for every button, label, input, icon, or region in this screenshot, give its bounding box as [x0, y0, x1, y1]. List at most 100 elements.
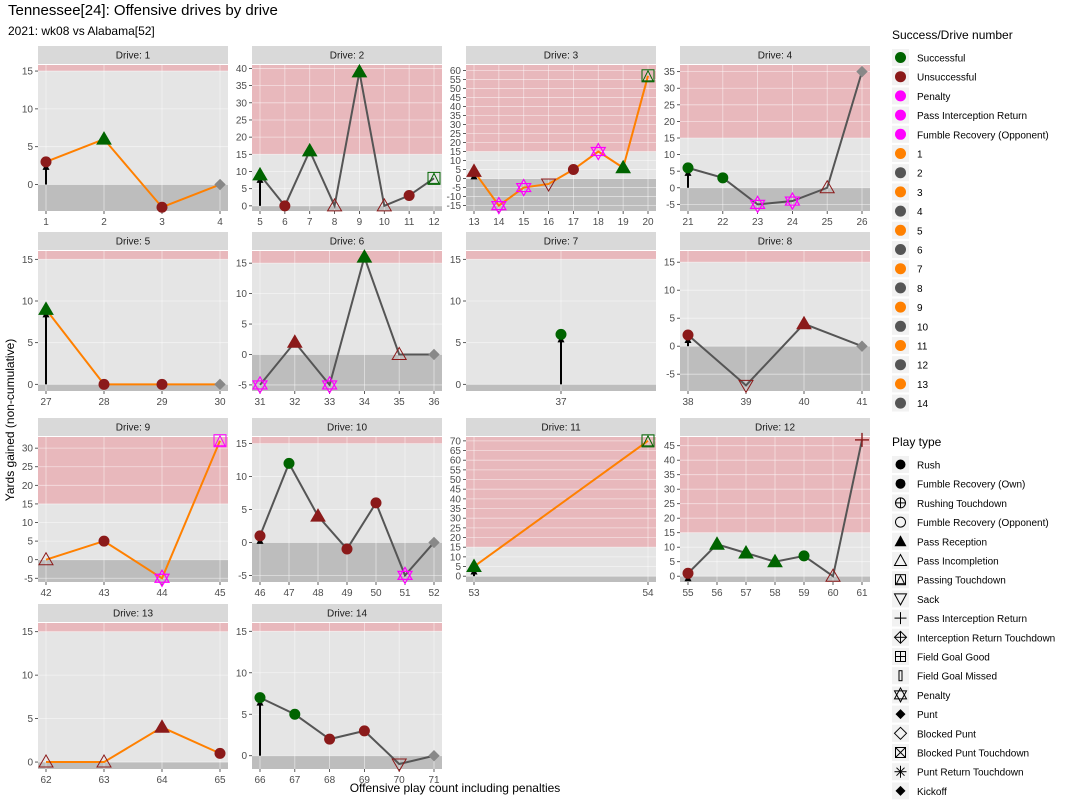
y-tick-label: -5: [24, 574, 33, 585]
data-point: [641, 69, 655, 83]
panel-background: [252, 623, 442, 769]
y-tick-label: 5: [27, 714, 33, 725]
x-tick-label: 36: [428, 397, 440, 408]
legend-key-bg: [892, 590, 909, 608]
data-point: [96, 754, 112, 768]
legend-label: Pass Incompletion: [917, 557, 999, 568]
legend-label: Punt: [917, 710, 938, 721]
y-tick-label: 25: [22, 462, 34, 473]
x-tick-label: 64: [156, 775, 168, 786]
chart-title: Tennessee[24]: Offensive drives by drive: [8, 2, 278, 19]
x-tick-label: 24: [787, 217, 799, 228]
drive-series-line: [687, 322, 863, 387]
y-tick-label: 35: [664, 470, 676, 481]
y-tick-label: 20: [450, 533, 462, 544]
x-tick-label: 69: [359, 775, 371, 786]
data-point: [738, 379, 754, 394]
panel-strip: [252, 46, 442, 64]
panel-strip-label: Drive: 6: [330, 237, 365, 248]
legend-key: [893, 630, 908, 645]
x-tick-label: 48: [312, 588, 324, 599]
y-tick-label: 0: [669, 342, 675, 353]
drive-series-line: [45, 137, 221, 209]
x-tick-label: 31: [254, 397, 266, 408]
y-tick-label: 0: [27, 555, 33, 566]
data-point: [98, 535, 110, 547]
data-point: [214, 178, 226, 191]
x-tick-label: 19: [618, 217, 630, 228]
y-tick-label: 25: [664, 100, 676, 111]
y-tick-label: 10: [450, 552, 462, 563]
y-tick-label: 70: [450, 436, 462, 447]
legend-key: [895, 128, 906, 140]
data-point: [358, 725, 370, 737]
panel-strip-label: Drive: 5: [116, 237, 151, 248]
data-point: [403, 190, 415, 202]
x-tick-label: 33: [324, 397, 336, 408]
panel-drive-9: Drive: 9 -5 0 5 10 15 20 25 30 42 43 44 45: [22, 418, 228, 599]
panel-drive-5: Drive: 5 0 5 10 15 27 28 29 30: [22, 232, 228, 408]
panel-drive-7: Drive: 7 0 5 10 15 37: [450, 232, 656, 408]
y-tick-label: 5: [241, 320, 247, 331]
legend-label: Successful: [917, 54, 965, 65]
legend-key: [895, 378, 906, 390]
y-tick-label: 25: [450, 523, 462, 534]
y-tick-label: 45: [450, 93, 462, 104]
y-tick-label: 15: [22, 255, 34, 266]
data-point: [738, 545, 754, 559]
legend-key: [893, 553, 908, 566]
y-tick-label: 35: [450, 111, 462, 122]
data-point: [321, 375, 338, 395]
panel-background: [38, 251, 228, 391]
legend-label: Pass Interception Return: [917, 111, 1027, 122]
legend-label: Field Goal Good: [917, 653, 990, 664]
negative-yards-band: [38, 384, 228, 391]
y-tick-label: 15: [664, 134, 676, 145]
panel-strip: [252, 232, 442, 250]
y-tick-label: -5: [238, 380, 247, 391]
y-tick-label: 40: [664, 456, 676, 467]
chart-subtitle: 2021: wk08 vs Alabama[52]: [8, 24, 155, 38]
negative-yards-band: [680, 187, 870, 211]
data-point: [213, 434, 227, 448]
data-point: [279, 200, 291, 212]
x-tick-label: 63: [98, 775, 110, 786]
y-tick-label: 25: [664, 499, 676, 510]
legend-key: [894, 535, 907, 547]
y-tick-label: 25: [450, 129, 462, 140]
x-tick-label: 43: [98, 588, 110, 599]
y-tick-label: 45: [450, 485, 462, 496]
legend-key: [895, 52, 906, 63]
red-zone-band: [466, 65, 656, 152]
x-tick-label: 49: [341, 588, 353, 599]
data-point: [38, 551, 54, 566]
legend-label: Penalty: [917, 92, 950, 103]
legend-label: Fumble Recovery (Own): [917, 480, 1025, 491]
data-point: [341, 543, 353, 555]
data-point: [682, 329, 694, 341]
y-tick-label: 10: [664, 543, 676, 554]
data-point: [515, 178, 532, 197]
data-point: [466, 163, 482, 177]
x-axis-title: Offensive play count including penalties: [350, 781, 561, 795]
legend-label: Pass Interception Return: [917, 614, 1027, 625]
panel-drive-1: Drive: 1 0 5 10 15 1 2 3 4: [22, 46, 228, 228]
x-tick-label: 8: [332, 217, 338, 228]
data-point: [310, 508, 326, 522]
panel-strip-label: Drive: 3: [544, 51, 579, 62]
panel-strip-label: Drive: 8: [758, 237, 793, 248]
legend-label: Interception Return Touchdown: [917, 633, 1055, 644]
x-tick-label: 3: [159, 217, 165, 228]
x-tick-label: 55: [682, 588, 694, 599]
panel-strip-label: Drive: 7: [544, 237, 579, 248]
x-tick-label: 53: [468, 588, 480, 599]
negative-yards-band: [38, 559, 228, 582]
legend-key: [895, 516, 906, 528]
panel-drive-10: Drive: 10 -5 0 5 10 15 46 47 48 49 50 51 52: [236, 418, 442, 599]
x-tick-label: 18: [593, 217, 605, 228]
x-tick-label: 25: [822, 217, 834, 228]
y-tick-label: 10: [236, 472, 248, 483]
y-tick-label: 5: [241, 184, 247, 195]
legend-key: [895, 478, 906, 489]
